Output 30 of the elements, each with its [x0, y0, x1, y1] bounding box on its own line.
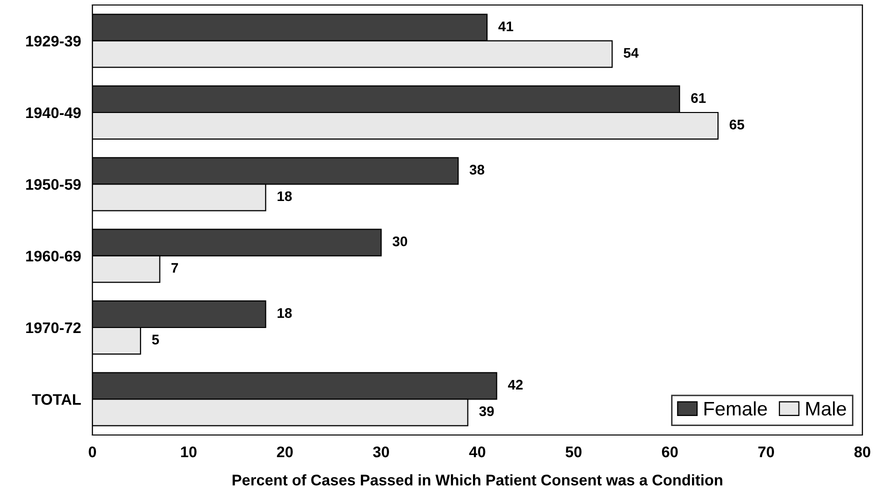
data-label: 41 [498, 22, 514, 32]
x-axis-title: Percent of Cases Passed in Which Patient Consent was a Condition [232, 474, 722, 486]
data-label: 30 [392, 236, 408, 246]
legend-label: Male [806, 401, 846, 416]
x-tick-label: 30 [373, 446, 390, 458]
data-label: 5 [152, 334, 159, 344]
x-tick-label: 40 [469, 446, 486, 458]
y-tick-label: 1929-39 [26, 36, 81, 47]
data-label: 39 [479, 406, 494, 416]
data-label: 18 [278, 308, 292, 318]
y-tick-label: 1970-72 [26, 322, 81, 334]
data-label: 61 [691, 93, 706, 103]
data-label: 18 [278, 191, 292, 202]
x-tick-label: 60 [662, 446, 678, 458]
data-label: 65 [730, 120, 744, 130]
data-label: 7 [171, 263, 178, 273]
data-label: 42 [508, 380, 523, 390]
x-tick-label: 80 [854, 446, 870, 458]
data-label: 54 [624, 48, 639, 58]
x-tick-label: 20 [276, 446, 293, 458]
x-tick-label: 10 [181, 446, 197, 458]
y-tick-label: 1960-69 [26, 250, 81, 262]
x-tick-label: 0 [88, 446, 96, 458]
y-tick-label: 1940-49 [26, 107, 81, 118]
y-tick-label: 1950-59 [26, 179, 81, 190]
legend-label: Female [704, 401, 767, 416]
x-tick-label: 70 [758, 446, 774, 458]
x-tick-label: 50 [566, 446, 582, 458]
y-tick-label: TOTAL [32, 394, 81, 405]
data-label: 38 [470, 164, 484, 175]
